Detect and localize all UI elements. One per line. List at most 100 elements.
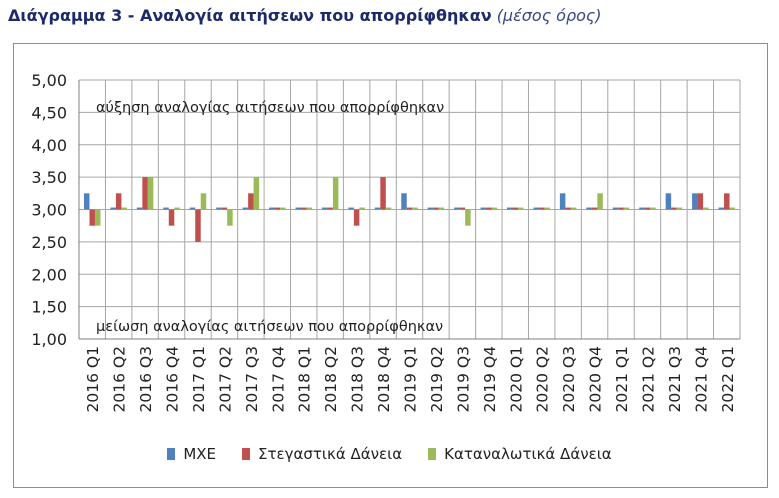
bar-series-2 — [491, 207, 498, 210]
x-tick-label: 2019 Q4 — [481, 346, 499, 412]
bar-series-0 — [136, 207, 143, 210]
x-tick-label: 2017 Q1 — [190, 346, 208, 412]
bar-series-1 — [327, 207, 333, 210]
bar-series-1 — [565, 207, 571, 210]
bar-series-2 — [650, 207, 656, 210]
bar-series-1 — [221, 207, 228, 210]
x-tick-label: 2019 Q3 — [454, 346, 472, 412]
y-tick-label: 3,00 — [31, 201, 67, 220]
bar-series-0 — [559, 193, 566, 210]
legend-swatch-mxe — [167, 448, 176, 460]
bar-series-2 — [703, 207, 709, 210]
bar-series-1 — [697, 193, 704, 210]
bar-series-1 — [538, 207, 545, 210]
bar-series-2 — [280, 207, 286, 210]
x-tick-label: 2021 Q1 — [613, 346, 631, 412]
bar-series-0 — [718, 207, 725, 210]
legend-label-mxe: ΜΧΕ — [183, 445, 217, 463]
y-tick-label: 4,50 — [31, 103, 67, 122]
chart-legend: ΜΧΕ Στεγαστικά Δάνεια Καταναλωτικά Δάνει… — [0, 445, 779, 463]
x-tick-label: 2017 Q2 — [216, 346, 234, 412]
bar-series-2 — [438, 207, 445, 210]
bar-series-1 — [459, 207, 466, 210]
x-tick-label: 2020 Q3 — [560, 346, 578, 412]
bar-series-0 — [163, 207, 169, 210]
bar-series-1 — [195, 209, 201, 242]
x-tick-label: 2022 Q1 — [719, 346, 737, 412]
chart-title-main: Διάγραμμα 3 - Αναλογία αιτήσεων που απορ… — [8, 6, 492, 25]
legend-item-consumer: Καταναλωτικά Δάνεια — [428, 445, 612, 463]
bar-series-1 — [486, 207, 492, 210]
bar-series-2 — [570, 207, 577, 210]
bar-series-0 — [321, 207, 328, 210]
x-tick-label: 2016 Q1 — [84, 346, 102, 412]
bar-series-0 — [692, 193, 698, 210]
bar-series-1 — [433, 207, 439, 210]
bar-series-2 — [359, 207, 365, 210]
x-tick-label: 2020 Q2 — [534, 346, 552, 412]
x-tick-label: 2018 Q2 — [322, 346, 340, 412]
bar-series-0 — [242, 207, 249, 210]
bar-series-0 — [533, 207, 539, 210]
bar-series-2 — [174, 207, 180, 210]
bar-series-1 — [406, 207, 413, 210]
bar-series-2 — [676, 207, 683, 210]
legend-item-housing: Στεγαστικά Δάνεια — [242, 445, 402, 463]
bar-series-0 — [189, 207, 196, 210]
y-tick-label: 4,00 — [31, 136, 67, 155]
bar-series-0 — [480, 207, 487, 210]
y-tick-label: 3,50 — [31, 168, 67, 187]
bar-series-0 — [401, 193, 407, 210]
bar-series-1 — [274, 207, 281, 210]
bar-series-1 — [89, 209, 95, 226]
y-tick-label: 2,00 — [31, 265, 67, 284]
bar-series-2 — [465, 209, 471, 226]
bar-series-0 — [216, 207, 222, 210]
x-tick-label: 2018 Q3 — [349, 346, 367, 412]
x-tick-label: 2017 Q4 — [269, 346, 287, 412]
bar-series-1 — [591, 207, 598, 210]
x-tick-label: 2017 Q3 — [243, 346, 261, 412]
x-tick-label: 2019 Q2 — [428, 346, 446, 412]
bar-series-0 — [83, 193, 90, 210]
bar-series-1 — [644, 207, 651, 210]
bar-series-2 — [385, 207, 392, 210]
x-tick-label: 2020 Q4 — [587, 346, 605, 412]
x-tick-label: 2016 Q3 — [137, 346, 155, 412]
x-tick-label: 2016 Q4 — [164, 346, 182, 412]
bar-series-2 — [147, 177, 154, 210]
bar-series-1 — [618, 207, 624, 210]
x-tick-label: 2021 Q3 — [666, 346, 684, 412]
bar-series-2 — [729, 207, 736, 210]
bar-series-0 — [639, 207, 645, 210]
chart-title-sub: (μέσος όρος) — [496, 6, 602, 25]
bar-series-2 — [253, 177, 260, 210]
bar-series-2 — [518, 207, 524, 210]
bar-series-2 — [412, 207, 418, 210]
bar-series-2 — [544, 207, 550, 210]
bar-series-2 — [200, 193, 207, 210]
chart-frame — [13, 43, 768, 488]
bar-series-1 — [380, 177, 386, 210]
y-tick-label: 1,00 — [31, 330, 67, 349]
bar-series-0 — [507, 207, 513, 210]
legend-item-mxe: ΜΧΕ — [167, 445, 216, 463]
bar-series-0 — [454, 207, 460, 210]
y-tick-label: 5,00 — [31, 71, 67, 90]
bar-series-2 — [94, 209, 101, 226]
x-tick-label: 2021 Q4 — [692, 346, 710, 412]
bar-series-0 — [427, 207, 434, 210]
chart-title: Διάγραμμα 3 - Αναλογία αιτήσεων που απορ… — [8, 6, 602, 25]
bar-series-2 — [332, 177, 339, 210]
bar-series-2 — [306, 207, 312, 210]
x-tick-label: 2018 Q1 — [296, 346, 314, 412]
bar-series-1 — [168, 209, 175, 226]
bar-series-1 — [671, 207, 677, 210]
legend-label-housing: Στεγαστικά Δάνεια — [258, 445, 403, 463]
bar-series-0 — [269, 207, 275, 210]
x-tick-label: 2016 Q2 — [111, 346, 129, 412]
bar-series-0 — [374, 207, 381, 210]
legend-swatch-housing — [242, 448, 251, 460]
bar-series-2 — [121, 207, 127, 210]
